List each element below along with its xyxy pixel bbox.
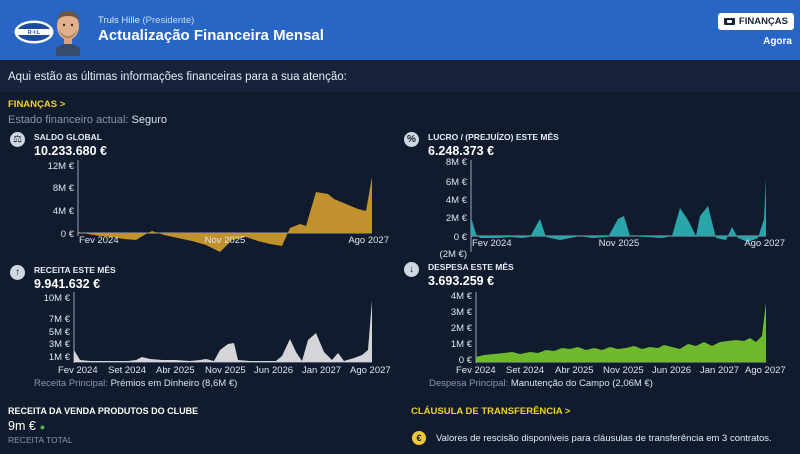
club-logo: R·I·L [14, 20, 54, 44]
expense-x-tick: Jun 2026 [652, 365, 691, 376]
revenue-x-tick: Abr 2025 [156, 365, 195, 376]
profit-label: LUCRO / (PREJUÍZO) ESTE MÊS [428, 132, 559, 142]
revenue-x-tick: Jan 2027 [302, 365, 341, 376]
profit-x-tick: Ago 2027 [744, 238, 785, 249]
profit-y-tick: 2M € [446, 213, 468, 224]
financial-status: Estado financeiro actual: Seguro [8, 114, 167, 126]
expense-x-tick: Ago 2027 [745, 365, 786, 376]
sender-role: (Presidente) [142, 15, 195, 26]
message-title: Actualização Financeira Mensal [98, 27, 324, 44]
expense-note-value: Manutenção do Campo (2,06M €) [510, 378, 653, 389]
money-icon [723, 18, 735, 25]
revenue-y-tick: 10M € [44, 293, 71, 304]
revenue-x-tick: Jun 2026 [254, 365, 293, 376]
expense-y-tick: 4M € [451, 291, 473, 302]
revenue-main-source: Receita Principal: Prémios em Dinheiro (… [34, 378, 237, 389]
expense-x-tick: Jan 2027 [700, 365, 739, 376]
transfer-clause-link[interactable]: CLÁUSULA DE TRANSFERÊNCIA > [411, 406, 571, 417]
profit-y-tick: 0 € [454, 232, 468, 243]
profit-y-tick: 4M € [446, 195, 468, 206]
balance-y-tick: 8M € [53, 183, 75, 194]
balance-x-tick: Nov 2025 [205, 235, 246, 246]
profit-y-tick: (2M €) [440, 249, 467, 260]
euro-icon: € [412, 431, 426, 445]
balance-y-tick: 0 € [61, 229, 75, 240]
merch-revenue-caption: RECEITA TOTAL [8, 435, 73, 445]
expense-value: 3.693.259 € [428, 274, 495, 288]
expense-label: DESPESA ESTE MÊS [428, 262, 514, 272]
merch-revenue-title: RECEITA DA VENDA PRODUTOS DO CLUBE [8, 406, 199, 416]
revenue-label: RECEITA ESTE MÊS [34, 265, 116, 275]
revenue-x-tick: Set 2024 [108, 365, 146, 376]
revenue-x-tick: Fev 2024 [58, 365, 98, 376]
revenue-y-tick: 3M € [49, 339, 71, 350]
revenue-area [74, 300, 372, 362]
trend-up-icon: ● [39, 422, 46, 432]
expense-x-tick: Set 2024 [506, 365, 544, 376]
profit-y-tick: 6M € [446, 177, 468, 188]
expense-x-tick: Nov 2025 [603, 365, 644, 376]
profit-x-tick: Fev 2024 [472, 238, 512, 249]
profit-x-tick: Nov 2025 [599, 238, 640, 249]
balance-y-tick: 4M € [53, 206, 75, 217]
revenue-y-tick: 5M € [49, 327, 71, 338]
expense-y-tick: 1M € [451, 339, 473, 350]
finances-tag-button[interactable]: FINANÇAS [717, 13, 794, 30]
scale-icon: ⚖ [10, 132, 25, 147]
sender-avatar[interactable] [50, 6, 86, 56]
percent-icon: % [404, 132, 419, 147]
revenue-x-tick: Ago 2027 [350, 365, 391, 376]
arrow-up-icon: ↑ [10, 265, 25, 280]
balance-label: SALDO GLOBAL [34, 132, 102, 142]
expense-area [476, 302, 766, 362]
expense-y-tick: 0 € [459, 355, 473, 366]
profit-y-tick: 8M € [446, 157, 468, 168]
balance-x-tick: Ago 2027 [348, 235, 389, 246]
financial-status-value: Seguro [131, 114, 168, 126]
revenue-x-tick: Nov 2025 [205, 365, 246, 376]
expense-note-label: Despesa Principal: [429, 378, 509, 389]
expense-y-tick: 3M € [451, 307, 473, 318]
club-logo-text: R·I·L [28, 30, 41, 36]
balance-value: 10.233.680 € [34, 144, 107, 158]
revenue-y-tick: 7M € [49, 314, 71, 325]
arrow-down-icon: ↓ [404, 262, 419, 277]
expense-y-tick: 2M € [451, 323, 473, 334]
finances-link[interactable]: FINANÇAS > [8, 99, 66, 110]
balance-area [78, 177, 372, 252]
revenue-value: 9.941.632 € [34, 277, 101, 291]
message-header: R·I·L Truls Hille (Presidente) Actualiza… [0, 0, 800, 60]
expense-x-tick: Fev 2024 [456, 365, 496, 376]
merch-revenue: 9m € ● [8, 419, 45, 433]
financial-status-label: Estado financeiro actual: [8, 114, 129, 126]
finances-panel [0, 92, 800, 454]
merch-revenue-value: 9m € [8, 419, 36, 433]
revenue-note-label: Receita Principal: [34, 378, 108, 389]
message-time: Agora [763, 36, 792, 47]
transfer-clause-text: Valores de rescisão disponíveis para clá… [436, 433, 772, 444]
expense-x-tick: Abr 2025 [555, 365, 594, 376]
expense-main-cost: Despesa Principal: Manutenção do Campo (… [429, 378, 653, 389]
profit-value: 6.248.373 € [428, 144, 495, 158]
finances-tag-label: FINANÇAS [738, 16, 788, 27]
sender-line: Truls Hille (Presidente) [98, 15, 194, 26]
profit-area [471, 179, 766, 242]
sender-name[interactable]: Truls Hille [98, 15, 140, 26]
revenue-note-value: Prémios em Dinheiro (8,6M €) [110, 378, 238, 389]
intro-text: Aqui estão as últimas informações financ… [8, 71, 347, 83]
balance-y-tick: 12M € [48, 161, 75, 172]
revenue-y-tick: 1M € [49, 352, 71, 363]
balance-x-tick: Fev 2024 [79, 235, 119, 246]
